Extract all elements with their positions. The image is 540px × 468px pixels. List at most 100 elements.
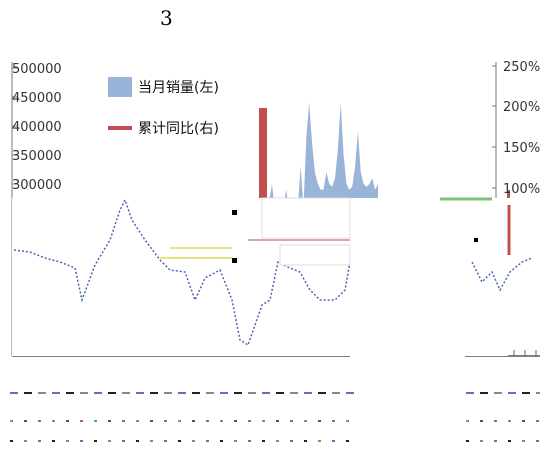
- yoy-line-fragment-right: [471, 257, 533, 292]
- label-fragment: [522, 420, 525, 422]
- label-fragment: [332, 420, 335, 422]
- label-fragment: [94, 392, 102, 394]
- label-fragment: [10, 440, 13, 442]
- label-fragment: [66, 420, 69, 422]
- label-fragment: [122, 420, 125, 422]
- label-fragment: [290, 440, 293, 442]
- white-mask-center: [350, 198, 465, 358]
- label-fragment: [276, 440, 279, 442]
- label-fragment: [24, 440, 27, 442]
- label-fragment: [66, 392, 74, 394]
- label-fragment: [536, 440, 539, 442]
- label-fragment: [304, 420, 307, 422]
- label-fragment: [94, 420, 97, 422]
- label-fragment: [536, 392, 540, 394]
- label-fragment: [262, 392, 270, 394]
- label-fragment: [466, 392, 474, 394]
- label-fragment: [290, 392, 298, 394]
- label-fragment: [206, 440, 209, 442]
- label-fragment: [108, 392, 116, 394]
- label-fragment: [178, 440, 181, 442]
- label-fragment: [206, 420, 209, 422]
- left-tick-label: 500000: [12, 62, 62, 77]
- label-fragment: [38, 420, 41, 422]
- legend-swatch-sales: [108, 77, 132, 97]
- label-fragment: [466, 420, 469, 422]
- label-fragment: [178, 420, 181, 422]
- label-fragment: [80, 392, 88, 394]
- label-fragment: [122, 440, 125, 442]
- right-tick-label: 150%: [503, 141, 540, 156]
- left-tick-label: 350000: [12, 149, 62, 164]
- label-fragment: [38, 440, 41, 442]
- label-fragment: [108, 420, 111, 422]
- label-fragment: [164, 420, 167, 422]
- yoy-bar-0: [259, 108, 267, 198]
- small-marker-3: [474, 238, 478, 242]
- label-fragment: [66, 440, 69, 442]
- yoy-bars-layer: [259, 108, 510, 198]
- label-fragment: [234, 392, 242, 394]
- label-fragment: [480, 392, 488, 394]
- label-fragment: [136, 440, 139, 442]
- label-fragment: [220, 392, 228, 394]
- label-fragment: [10, 392, 18, 394]
- label-fragment: [178, 392, 186, 394]
- label-fragment: [262, 440, 265, 442]
- label-fragment: [536, 420, 539, 422]
- label-fragment: [508, 420, 511, 422]
- label-fragment: [24, 392, 32, 394]
- label-fragment: [94, 440, 97, 442]
- label-fragment: [318, 392, 326, 394]
- label-fragment: [346, 420, 349, 422]
- label-fragment: [290, 420, 293, 422]
- label-fragment: [80, 420, 83, 422]
- mask-block-1: [261, 197, 351, 239]
- small-marker-1: [232, 210, 237, 215]
- legend-label-yoy: 累计同比(右): [138, 121, 219, 137]
- label-fragment: [192, 440, 195, 442]
- label-fragment: [304, 392, 312, 394]
- left-axis-ticks: 500000 450000 400000 350000 300000: [12, 62, 62, 193]
- label-fragment: [508, 440, 511, 442]
- monthly-sales-area-layer: [269, 102, 378, 198]
- right-axis-ticks: 250% 200% 150% 100%: [492, 60, 540, 197]
- label-fragment: [480, 440, 483, 442]
- label-fragment: [494, 440, 497, 442]
- label-fragment: [346, 392, 354, 394]
- label-fragment: [24, 420, 27, 422]
- label-fragment: [318, 420, 321, 422]
- label-fragment: [494, 420, 497, 422]
- label-fragment: [192, 420, 195, 422]
- mask-block-2: [279, 244, 351, 266]
- label-fragment: [150, 392, 158, 394]
- left-tick-label: 300000: [12, 178, 62, 193]
- label-fragment: [136, 420, 139, 422]
- label-fragment: [508, 392, 516, 394]
- label-fragment: [80, 440, 83, 442]
- label-fragment: [522, 440, 525, 442]
- label-fragment: [38, 392, 46, 394]
- label-fragment: [10, 420, 13, 422]
- label-fragment: [52, 440, 55, 442]
- label-fragment: [494, 392, 502, 394]
- label-fragment: [150, 440, 153, 442]
- label-fragment: [192, 392, 200, 394]
- legend-label-sales: 当月销量(左): [138, 80, 219, 96]
- label-fragment: [480, 420, 483, 422]
- page-label: 3: [160, 6, 173, 30]
- label-fragment: [108, 440, 111, 442]
- label-fragment: [248, 440, 251, 442]
- label-fragment: [332, 392, 340, 394]
- right-tick-label: 200%: [503, 100, 540, 115]
- corrupted-lower-band: [12, 197, 533, 358]
- label-fragment: [304, 440, 307, 442]
- label-fragment: [332, 440, 335, 442]
- label-fragment: [52, 420, 55, 422]
- label-fragment: [220, 420, 223, 422]
- label-fragment: [150, 420, 153, 422]
- label-fragment: [346, 440, 349, 442]
- label-fragment: [220, 440, 223, 442]
- right-tick-label: 250%: [503, 60, 540, 75]
